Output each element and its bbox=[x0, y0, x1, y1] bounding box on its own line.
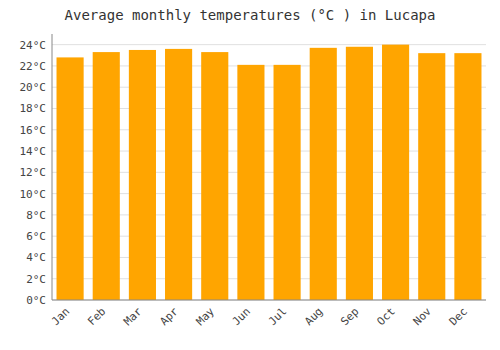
y-tick-label: 18°C bbox=[20, 102, 47, 115]
bar bbox=[165, 49, 192, 300]
y-tick-label: 4°C bbox=[26, 251, 46, 264]
x-tick-label: Dec bbox=[447, 305, 470, 328]
y-tick-label: 12°C bbox=[20, 166, 47, 179]
bar bbox=[454, 53, 481, 300]
x-tick-label: Aug bbox=[302, 305, 325, 328]
bar bbox=[129, 50, 156, 300]
bar bbox=[201, 52, 228, 300]
x-tick-label: Nov bbox=[411, 305, 435, 329]
x-tick-label: Sep bbox=[338, 305, 361, 328]
bar bbox=[57, 57, 84, 300]
x-tick-label: Feb bbox=[85, 305, 108, 328]
bar bbox=[310, 48, 337, 300]
bar bbox=[346, 47, 373, 300]
y-grid bbox=[52, 45, 486, 300]
y-tick-label: 10°C bbox=[20, 188, 47, 201]
x-tick-label: Mar bbox=[121, 305, 145, 329]
x-tick-label: Apr bbox=[157, 305, 181, 329]
y-tick-label: 2°C bbox=[26, 273, 46, 286]
bar bbox=[93, 52, 120, 300]
bar bbox=[237, 65, 264, 300]
bar bbox=[418, 53, 445, 300]
y-tick-label: 14°C bbox=[20, 145, 47, 158]
y-tick-label: 24°C bbox=[20, 39, 47, 52]
y-tick-label: 0°C bbox=[26, 294, 46, 307]
grid-line bbox=[52, 300, 486, 301]
x-axis-line bbox=[52, 300, 486, 301]
bar bbox=[382, 45, 409, 300]
y-tick-label: 16°C bbox=[20, 124, 47, 137]
bar bbox=[274, 65, 301, 300]
bars bbox=[57, 45, 482, 300]
x-tick-label: Jun bbox=[230, 305, 253, 328]
chart: Average monthly temperatures (°C ) in Lu… bbox=[0, 0, 500, 350]
y-tick-label: 22°C bbox=[20, 60, 47, 73]
x-tick-label: Jul bbox=[266, 305, 289, 328]
x-tick-label: Jan bbox=[49, 305, 72, 328]
y-tick-label: 20°C bbox=[20, 81, 47, 94]
grid-line bbox=[52, 44, 486, 45]
x-tick-label: May bbox=[194, 305, 218, 329]
x-tick-label: Oct bbox=[374, 305, 397, 328]
y-tick-label: 8°C bbox=[26, 209, 46, 222]
y-tick-label: 6°C bbox=[26, 230, 46, 243]
title: Average monthly temperatures (°C ) in Lu… bbox=[65, 7, 436, 23]
y-axis-line bbox=[52, 34, 53, 300]
